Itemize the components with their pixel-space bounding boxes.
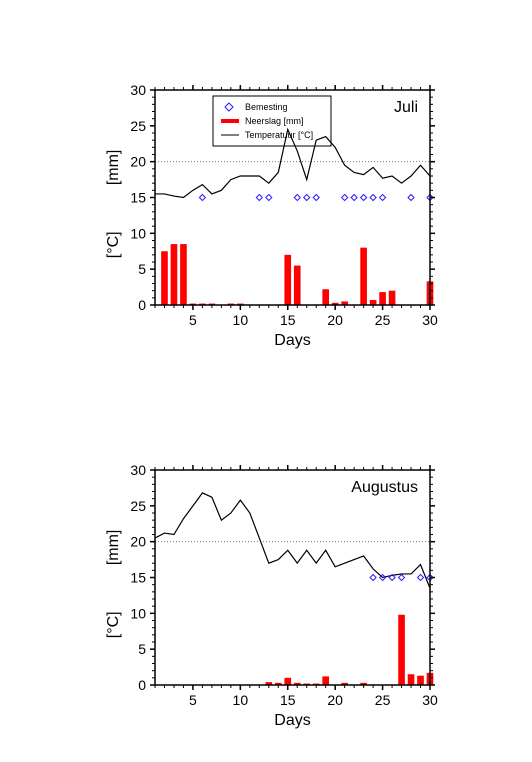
chart-title: Juli: [394, 99, 418, 116]
bemesting-marker: [370, 575, 376, 581]
legend-label: Temperatuur [°C]: [245, 130, 313, 140]
x-tick-label: 15: [280, 692, 296, 708]
x-axis-label: Days: [274, 712, 310, 729]
bemesting-marker: [294, 195, 300, 201]
bemesting-marker: [199, 195, 205, 201]
y-tick-label: 20: [130, 154, 146, 170]
y-tick-label: 15: [130, 570, 146, 586]
y-tick-label: 25: [130, 498, 146, 514]
precip-bar: [180, 244, 187, 305]
y-axis-label-degc: [°C]: [105, 611, 122, 638]
x-tick-label: 5: [189, 692, 197, 708]
bemesting-marker: [418, 575, 424, 581]
y-tick-label: 30: [130, 462, 146, 478]
y-tick-label: 20: [130, 534, 146, 550]
precip-bar: [379, 292, 386, 305]
bemesting-marker: [399, 575, 405, 581]
temperature-line: [155, 493, 430, 588]
x-tick-label: 25: [375, 312, 391, 328]
x-tick-label: 20: [327, 312, 343, 328]
bemesting-marker: [361, 195, 367, 201]
precip-bar: [161, 251, 168, 305]
chart-title: Augustus: [351, 479, 418, 496]
precip-bar: [370, 300, 377, 305]
bemesting-marker: [342, 195, 348, 201]
bemesting-marker: [256, 195, 262, 201]
x-tick-label: 10: [233, 312, 249, 328]
bemesting-marker: [304, 195, 310, 201]
precip-bar: [294, 266, 301, 305]
x-tick-label: 20: [327, 692, 343, 708]
legend-label: Neerslag [mm]: [245, 116, 304, 126]
y-tick-label: 10: [130, 605, 146, 621]
y-tick-label: 25: [130, 118, 146, 134]
precip-bar: [398, 615, 405, 685]
legend-marker-diamond: [225, 103, 233, 111]
bemesting-marker: [380, 195, 386, 201]
y-tick-label: 0: [138, 297, 146, 313]
x-tick-label: 5: [189, 312, 197, 328]
x-tick-label: 30: [422, 692, 438, 708]
precip-bar: [322, 676, 329, 685]
precip-bar: [417, 676, 424, 685]
precip-bar: [408, 674, 415, 685]
precip-bar: [360, 248, 367, 305]
legend-label: Bemesting: [245, 102, 288, 112]
y-axis-label-degc: [°C]: [105, 231, 122, 258]
chart-augustus: 5 10 15 20 25 30 0 5 10 15 20 25 30 Days [°C] [mm] Augus…: [100, 460, 450, 730]
x-tick-label: 30: [422, 312, 438, 328]
x-axis-label: Days: [274, 332, 310, 349]
y-axis-label-mm: [mm]: [105, 150, 122, 186]
x-tick-label: 10: [233, 692, 249, 708]
precip-bar: [171, 244, 178, 305]
y-tick-label: 15: [130, 190, 146, 206]
precip-bar: [284, 678, 291, 685]
y-tick-label: 5: [138, 641, 146, 657]
y-tick-label: 0: [138, 677, 146, 693]
x-tick-label: 25: [375, 692, 391, 708]
y-tick-label: 10: [130, 225, 146, 241]
chart-juli: 5 10 15 20 25 30 0 5 10 15 20 25 30 Days [°C] [mm] Juli B…: [100, 80, 450, 350]
y-axis-label-mm: [mm]: [105, 530, 122, 566]
bemesting-marker: [408, 195, 414, 201]
bemesting-marker: [351, 195, 357, 201]
precip-bar: [284, 255, 291, 305]
precip-bar: [322, 289, 329, 305]
bemesting-marker: [370, 195, 376, 201]
y-tick-label: 30: [130, 82, 146, 98]
precip-bar: [389, 291, 396, 305]
bemesting-marker: [266, 195, 272, 201]
y-tick-label: 5: [138, 261, 146, 277]
bemesting-marker: [313, 195, 319, 201]
x-tick-label: 15: [280, 312, 296, 328]
